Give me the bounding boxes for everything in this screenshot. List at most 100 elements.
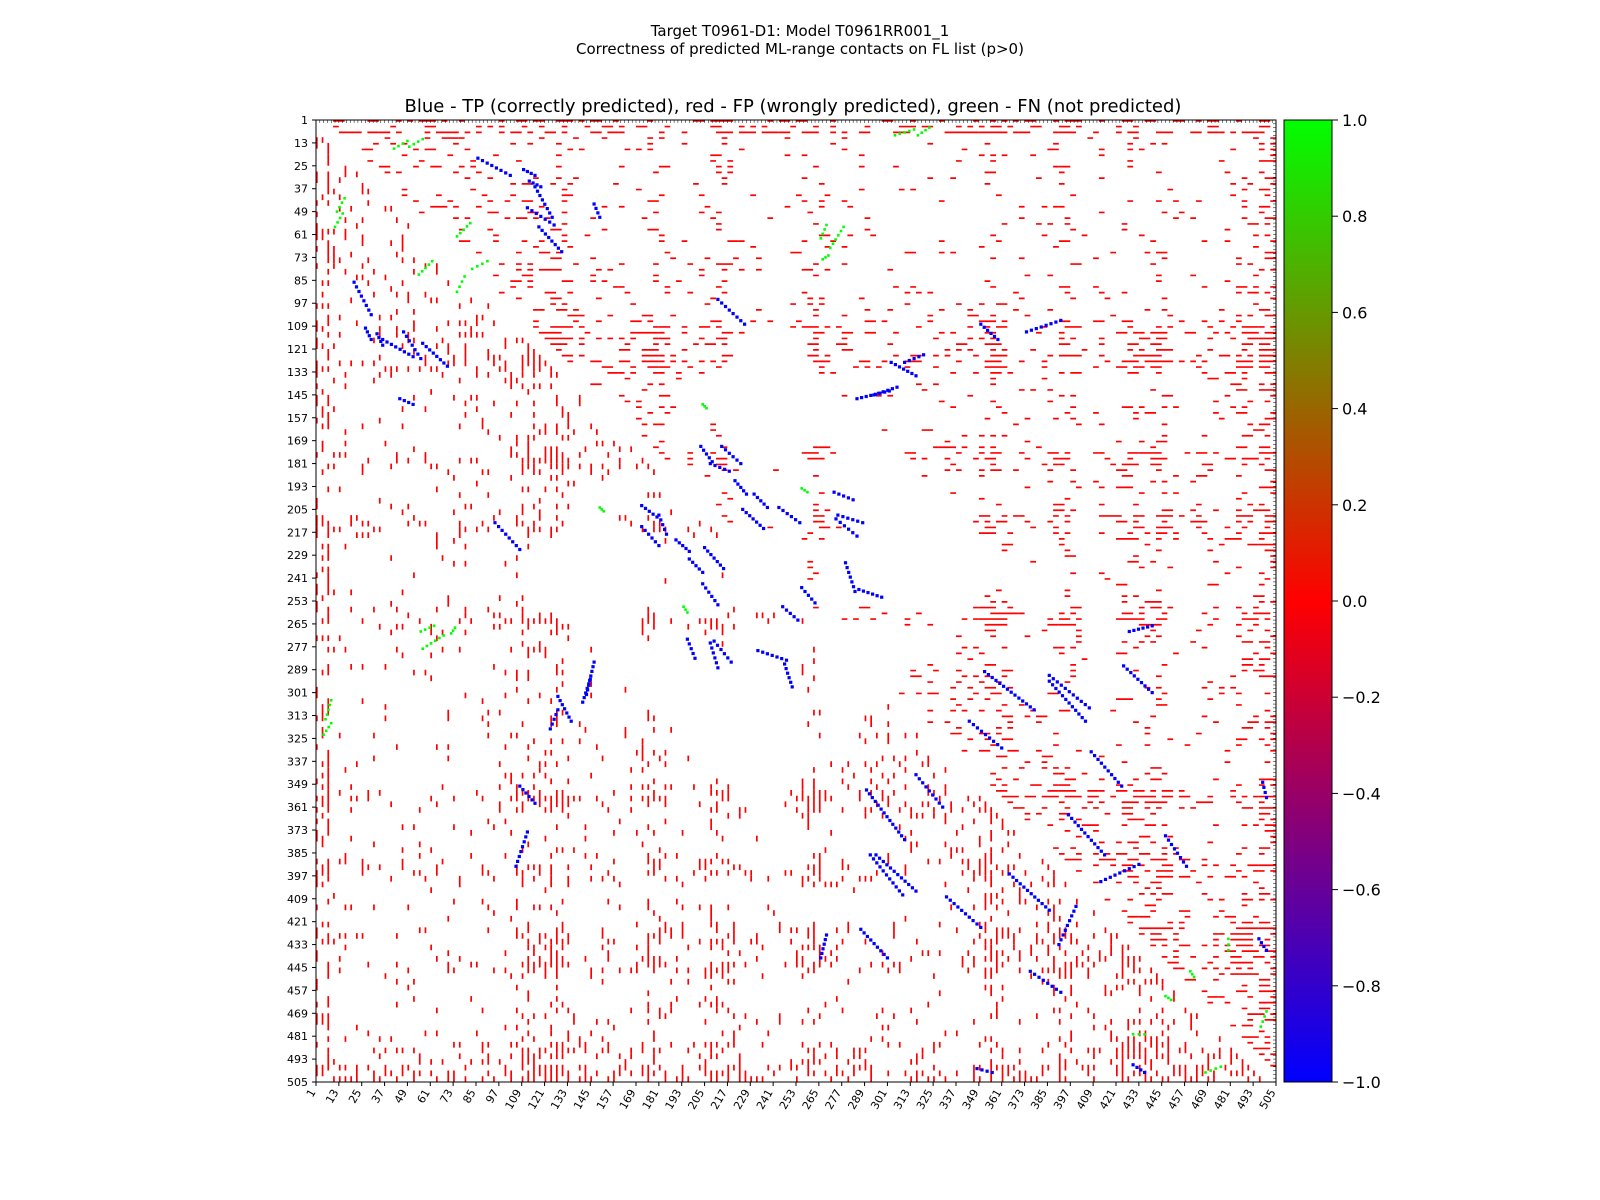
tp-contact-point [1054,987,1058,991]
tp-contact-point [590,669,594,673]
y-tick-label: 1 [301,114,308,127]
fn-contact-point [1192,975,1196,979]
fn-contact-point [427,263,431,266]
tp-contact-point [1075,696,1079,700]
tp-contact-point [708,641,712,645]
y-tick-label: 397 [287,870,308,883]
tp-contact-point [525,830,529,834]
tp-contact-point [735,315,739,319]
tp-contact-point [897,830,901,834]
fn-contact-point [684,608,687,611]
fn-contact-point [912,128,916,131]
x-tick-label: 373 [1005,1087,1027,1112]
tp-contact-segment [859,664,1154,960]
tp-contact-point [861,589,865,593]
y-tick-label: 109 [287,320,308,333]
tp-contact-point [784,608,789,612]
tp-contact-point [438,358,442,362]
fn-contact-point [412,142,416,146]
tp-contact-point [480,159,485,163]
colorbar-tick-label: 0.8 [1342,207,1367,226]
y-tick-label: 193 [287,480,308,493]
tp-contact-point [354,285,359,289]
fn-contact-point [335,210,339,213]
tp-contact-point [850,580,854,584]
fp-contacts [316,120,1276,1082]
tp-contact-segment [1057,862,1141,947]
tp-contact-point [864,788,869,792]
tp-contact-point [413,348,417,352]
tp-contact-point [548,220,552,224]
tp-contact-point [1132,674,1136,678]
tp-contact-segment [781,586,817,622]
tp-contact-point [553,243,557,247]
tp-contact-point [758,523,762,527]
tp-contact-point [914,773,918,777]
tp-contact-point [558,699,562,703]
tp-contact-segment [584,389,891,697]
fn-contact-segment [335,139,409,213]
tp-contact-point [589,674,593,678]
tp-contact-point [533,173,537,177]
x-tick-label: 337 [937,1087,959,1112]
x-tick-label: 145 [571,1087,593,1112]
tp-contact-point [1083,719,1088,723]
tp-contact-point [375,332,379,336]
fn-contact-point [419,630,423,633]
y-tick-label: 421 [287,916,308,929]
tp-contact-point [726,656,730,660]
fn-contact-point [442,634,445,637]
fn-contact-point [329,721,333,725]
fn-contact-point [458,285,461,288]
tp-contact-point [1067,690,1071,694]
colorbar-tick-label: −0.8 [1342,977,1381,996]
x-tick-label: 433 [1120,1087,1142,1112]
tp-contact-point [352,280,356,284]
tp-contact-point [1049,322,1053,326]
fn-contact-point [903,131,906,134]
tp-contact-point [517,854,521,859]
tp-contact-point [739,462,743,466]
tp-contact-point [759,499,763,503]
tp-contact-point [733,479,737,483]
fn-contact-point [819,237,823,240]
colorbar: 1.0 0.8 0.6 0.4 0.2 0.0 −0.2 −0.4 −0.6 −0.8 −1.0 [1283,111,1381,1092]
tp-contact-point [1137,862,1141,866]
tp-contact-point [980,1068,984,1072]
tp-contact-point [1050,984,1054,988]
tp-contact-point [1262,944,1266,949]
fn-contact-point [343,197,346,200]
tp-contact-segment [914,719,1004,809]
tp-contact-point [992,739,996,743]
tp-contact-point [941,805,945,809]
tp-contact-point [369,313,373,317]
tp-contact-point [877,391,881,395]
tp-contact-point [691,651,695,656]
tp-contact-point [1055,680,1059,684]
tp-contact-point [896,873,900,877]
fn-contact-point [429,642,433,645]
tp-contact-point [755,495,759,500]
tp-contact-point [822,942,826,946]
fn-contact-point [893,134,897,137]
y-tick-label: 13 [294,137,308,150]
tp-contact-point [1141,626,1145,630]
tp-contact-point [1059,990,1063,994]
tp-contact-point [531,181,535,185]
tp-contact-point [889,360,893,364]
tp-contact-point [500,528,504,532]
tp-contact-point [865,934,869,939]
tp-contact-point [871,857,876,861]
tp-contact-point [1057,943,1061,947]
y-tick-label: 313 [287,710,308,723]
tp-contact-point [727,308,731,312]
fn-contact-point [829,246,832,250]
tp-contact-point [596,211,600,215]
tp-contact-point [1096,757,1100,761]
fn-contact-point [703,405,706,408]
x-tick-label: 109 [503,1087,525,1112]
fn-contact-point [1204,1071,1207,1074]
colorbar-tick-label: 0.2 [1342,496,1367,515]
tp-contact-point [1139,681,1144,685]
fn-contact-segment [333,137,424,229]
